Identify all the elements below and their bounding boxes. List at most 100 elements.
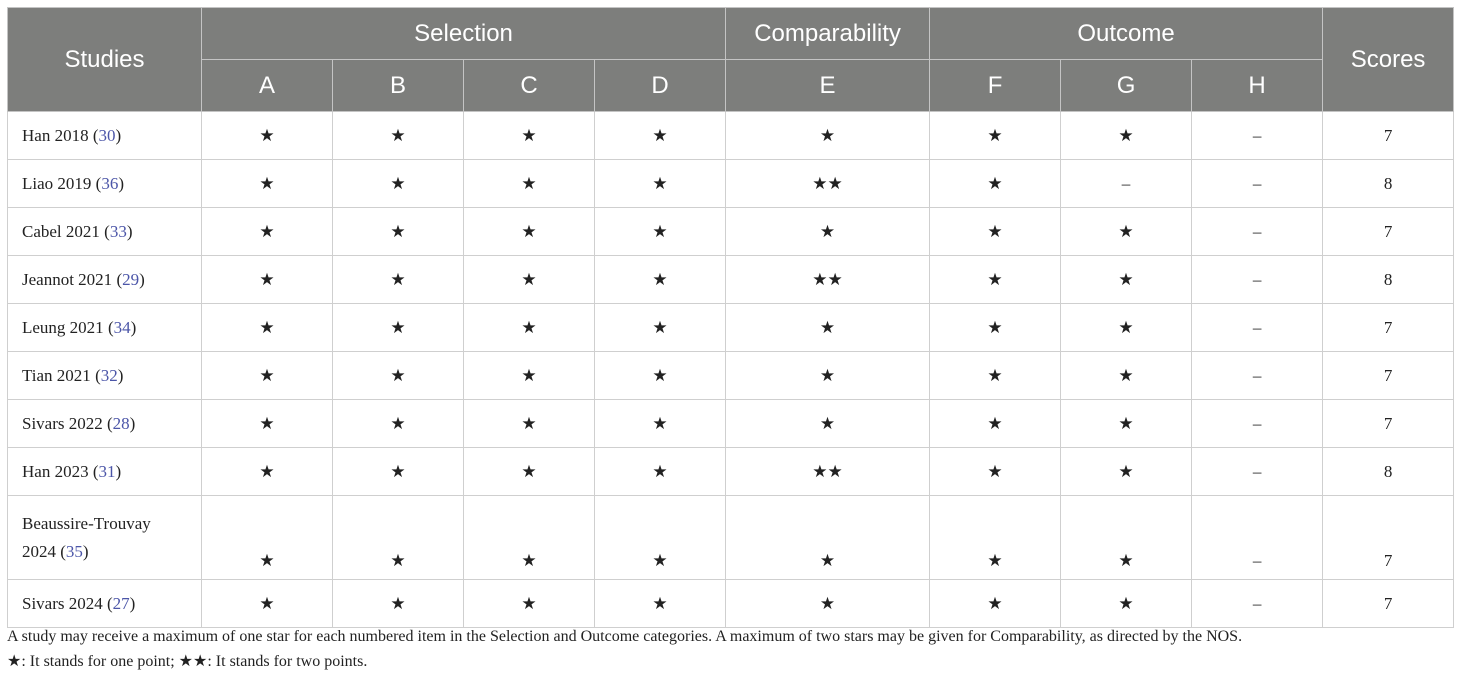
item-e-header: E — [725, 59, 931, 112]
studies-header: Studies — [7, 7, 202, 112]
reference-link[interactable]: 33 — [109, 221, 127, 241]
item-d-header: D — [593, 59, 727, 112]
rating-cell: – — [1191, 111, 1324, 160]
rating-cell: ★ — [725, 495, 931, 580]
rating-cell: ★ — [929, 447, 1062, 496]
rating-cell: – — [1191, 447, 1324, 496]
score-cell: 7 — [1322, 495, 1455, 580]
rating-cell: – — [1191, 207, 1324, 256]
score-cell: 7 — [1322, 303, 1455, 352]
reference-link[interactable]: 28 — [112, 413, 130, 433]
item-c-header: C — [463, 59, 595, 112]
rating-cell: ★ — [332, 159, 464, 208]
table-header: Studies Selection Comparability Outcome … — [7, 7, 1455, 112]
rating-cell: ★ — [593, 111, 727, 160]
rating-cell: ★ — [593, 207, 727, 256]
rating-cell: ★ — [332, 495, 464, 580]
table-row: Cabel 2021 (33) ★ ★ ★ ★ ★ ★ ★ – 7 — [7, 207, 1455, 256]
reference-link[interactable]: 30 — [98, 125, 116, 145]
rating-cell: ★ — [1060, 495, 1193, 580]
score-cell: 7 — [1322, 207, 1455, 256]
rating-cell: ★ — [1060, 351, 1193, 400]
rating-cell: ★ — [1060, 255, 1193, 304]
rating-cell: ★ — [725, 351, 931, 400]
table-footnote: A study may receive a maximum of one sta… — [7, 624, 1453, 674]
study-name: Tian 2021 — [22, 365, 91, 385]
rating-cell: ★ — [332, 399, 464, 448]
rating-cell: ★ — [929, 207, 1062, 256]
reference-link[interactable]: 36 — [101, 173, 119, 193]
footnote-line-1: A study may receive a maximum of one sta… — [7, 628, 1243, 645]
item-a-header: A — [201, 59, 333, 112]
rating-cell: – — [1191, 495, 1324, 580]
reference-link[interactable]: 35 — [65, 541, 83, 561]
rating-cell: ★★ — [725, 447, 931, 496]
score-cell: 7 — [1322, 111, 1455, 160]
rating-cell: ★ — [725, 303, 931, 352]
rating-cell: ★ — [201, 495, 333, 580]
rating-cell: ★ — [725, 111, 931, 160]
study-name: Han 2018 — [22, 125, 89, 145]
study-name-cell: Leung 2021 (34) — [7, 303, 202, 352]
rating-cell: ★ — [1060, 399, 1193, 448]
study-name: Sivars 2022 — [22, 413, 103, 433]
item-b-header: B — [332, 59, 464, 112]
score-cell: 8 — [1322, 159, 1455, 208]
study-name: Jeannot 2021 — [22, 269, 113, 289]
reference-link[interactable]: 32 — [100, 365, 118, 385]
table-row: Leung 2021 (34) ★ ★ ★ ★ ★ ★ ★ – 7 — [7, 303, 1455, 352]
study-name-cell: Han 2018 (30) — [7, 111, 202, 160]
reference-link[interactable]: 31 — [98, 461, 116, 481]
rating-cell: ★ — [463, 207, 595, 256]
selection-header: Selection — [200, 7, 727, 60]
reference-link[interactable]: 27 — [112, 593, 130, 613]
rating-cell: – — [1191, 303, 1324, 352]
score-cell: 8 — [1322, 255, 1455, 304]
rating-cell: – — [1191, 399, 1324, 448]
nos-quality-table: Studies Selection Comparability Outcome … — [7, 7, 1455, 628]
study-name-cell: Sivars 2024 (27) — [7, 579, 202, 628]
rating-cell: ★ — [463, 447, 595, 496]
rating-cell: ★ — [929, 495, 1062, 580]
rating-cell: ★ — [332, 111, 464, 160]
rating-cell: ★ — [929, 351, 1062, 400]
study-name-cell: Jeannot 2021 (29) — [7, 255, 202, 304]
rating-cell: ★ — [929, 255, 1062, 304]
rating-cell: ★ — [201, 303, 333, 352]
study-name: Sivars 2024 — [22, 593, 103, 613]
rating-cell: ★ — [463, 495, 595, 580]
rating-cell: ★ — [593, 447, 727, 496]
score-cell: 7 — [1322, 351, 1455, 400]
table-row: Tian 2021 (32) ★ ★ ★ ★ ★ ★ ★ – 7 — [7, 351, 1455, 400]
study-name-cell: Tian 2021 (32) — [7, 351, 202, 400]
reference-link[interactable]: 34 — [113, 317, 131, 337]
rating-cell: ★ — [1060, 111, 1193, 160]
rating-cell: ★ — [593, 399, 727, 448]
rating-cell: ★ — [1060, 303, 1193, 352]
rating-cell: ★ — [725, 579, 931, 628]
item-h-header: H — [1191, 59, 1324, 112]
rating-cell: ★ — [463, 159, 595, 208]
rating-cell: ★ — [725, 207, 931, 256]
table-row: Beaussire-Trouvay 2024 (35) ★ ★ ★ ★ ★ ★ ★… — [7, 495, 1455, 580]
rating-cell: – — [1191, 351, 1324, 400]
study-name-cell: Sivars 2022 (28) — [7, 399, 202, 448]
study-name-cell: Han 2023 (31) — [7, 447, 202, 496]
rating-cell: ★ — [1060, 447, 1193, 496]
rating-cell: ★ — [201, 255, 333, 304]
reference-link[interactable]: 29 — [122, 269, 140, 289]
rating-cell: ★★ — [725, 159, 931, 208]
table-row: Sivars 2022 (28) ★ ★ ★ ★ ★ ★ ★ – 7 — [7, 399, 1455, 448]
study-name-cell: Beaussire-Trouvay 2024 (35) — [7, 495, 202, 580]
outcome-header: Outcome — [929, 7, 1324, 60]
rating-cell: ★ — [463, 399, 595, 448]
rating-cell: – — [1191, 579, 1324, 628]
rating-cell: ★ — [929, 159, 1062, 208]
rating-cell: ★ — [929, 399, 1062, 448]
rating-cell: ★ — [929, 111, 1062, 160]
rating-cell: ★ — [463, 255, 595, 304]
score-cell: 8 — [1322, 447, 1455, 496]
rating-cell: ★ — [593, 255, 727, 304]
study-name: Beaussire-Trouvay — [22, 513, 151, 533]
study-name: Han 2023 — [22, 461, 89, 481]
